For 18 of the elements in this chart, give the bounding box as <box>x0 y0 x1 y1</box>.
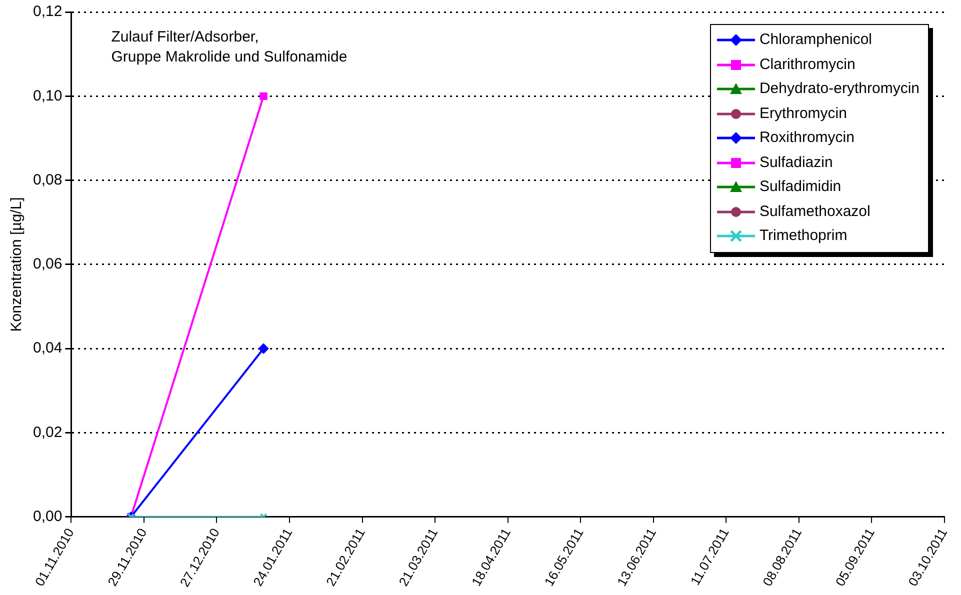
y-tick-label: 0,02 <box>32 424 62 441</box>
legend-label: Dehydrato-erythromycin <box>759 79 920 99</box>
legend-label: Sulfamethoxazol <box>759 202 870 222</box>
legend-label: Sulfadiazin <box>759 152 833 172</box>
legend-label: Sulfadimidin <box>759 177 842 197</box>
legend-label: Clarithromycin <box>759 54 856 74</box>
y-tick-label: 0,10 <box>32 87 62 104</box>
y-tick-label: 0,08 <box>32 171 62 188</box>
y-tick-label: 0,00 <box>32 508 62 525</box>
legend-label: Roxithromycin <box>759 128 854 148</box>
legend-label: Erythromycin <box>759 104 847 124</box>
y-tick-label: 0,04 <box>32 340 62 357</box>
legend-label: Chloramphenicol <box>759 30 872 50</box>
y-tick-label: 0,06 <box>32 256 62 273</box>
legend-label: Trimethoprim <box>759 226 848 246</box>
y-axis-title: Konzentration [µg/L] <box>8 197 26 332</box>
annotation: Zulauf Filter/Adsorber, Gruppe Makrolide und Sulfonamide <box>111 28 348 66</box>
y-tick-label: 0,12 <box>32 3 62 20</box>
